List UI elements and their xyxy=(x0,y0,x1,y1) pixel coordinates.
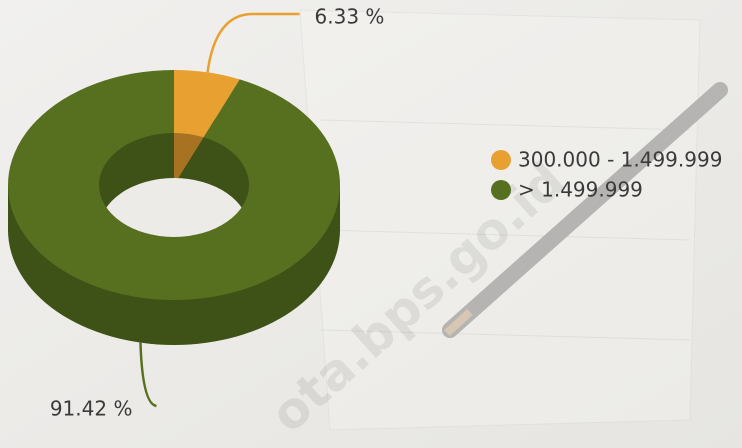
legend-label: > 1.499.999 xyxy=(518,178,643,202)
leader-line xyxy=(206,12,300,73)
legend-swatch xyxy=(491,180,511,200)
legend-swatch xyxy=(491,150,511,170)
data-label: 6.33 % xyxy=(315,5,385,29)
legend: 300.000 - 1.499.999 > 1.499.999 xyxy=(491,148,722,202)
inner-wall xyxy=(174,133,222,185)
background-photo xyxy=(299,9,728,431)
donut: 6.33 % 91.42 % xyxy=(7,5,385,421)
hole-floor xyxy=(99,178,249,237)
data-label: 91.42 % xyxy=(50,397,133,421)
leader-line xyxy=(139,342,157,408)
legend-label: 300.000 - 1.499.999 xyxy=(518,148,722,172)
